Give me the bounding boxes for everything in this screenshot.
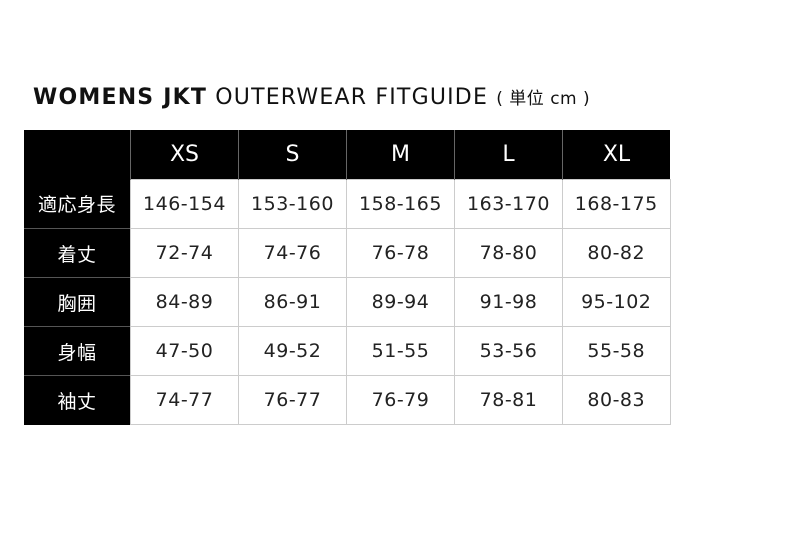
corner-cell bbox=[24, 130, 131, 180]
table-cell: 49-52 bbox=[238, 326, 347, 376]
table-cell: 158-165 bbox=[346, 179, 455, 229]
table-cell: 78-80 bbox=[454, 228, 563, 278]
table-cell: 53-56 bbox=[454, 326, 563, 376]
table-cell: 153-160 bbox=[238, 179, 347, 229]
table-cell: 72-74 bbox=[130, 228, 239, 278]
table-row: 身幅 47-50 49-52 51-55 53-56 55-58 bbox=[24, 326, 671, 376]
table-cell: 163-170 bbox=[454, 179, 563, 229]
table-cell: 55-58 bbox=[562, 326, 671, 376]
table-cell: 76-77 bbox=[238, 375, 347, 425]
page-title: WOMENS JKT OUTERWEAR FITGUIDE ( 単位 cm ) bbox=[33, 84, 590, 110]
row-label: 袖丈 bbox=[24, 375, 131, 425]
table-cell: 168-175 bbox=[562, 179, 671, 229]
table-cell: 95-102 bbox=[562, 277, 671, 327]
unit-note: ( 単位 cm ) bbox=[496, 89, 591, 109]
size-header-l: L bbox=[454, 130, 563, 180]
size-header-xs: XS bbox=[130, 130, 239, 180]
row-label: 適応身長 bbox=[24, 179, 131, 229]
title-light: OUTERWEAR FITGUIDE bbox=[215, 85, 489, 110]
table-cell: 84-89 bbox=[130, 277, 239, 327]
row-label: 着丈 bbox=[24, 228, 131, 278]
table-row: 胸囲 84-89 86-91 89-94 91-98 95-102 bbox=[24, 277, 671, 327]
table-row: 着丈 72-74 74-76 76-78 78-80 80-82 bbox=[24, 228, 671, 278]
row-label: 胸囲 bbox=[24, 277, 131, 327]
table-cell: 78-81 bbox=[454, 375, 563, 425]
table-cell: 86-91 bbox=[238, 277, 347, 327]
table-cell: 80-82 bbox=[562, 228, 671, 278]
table-cell: 89-94 bbox=[346, 277, 455, 327]
table-cell: 51-55 bbox=[346, 326, 455, 376]
size-chart-table: XS S M L XL 適応身長 146-154 153-160 158-165 163… bbox=[24, 130, 671, 425]
table-cell: 76-79 bbox=[346, 375, 455, 425]
size-header-xl: XL bbox=[562, 130, 670, 180]
table-cell: 91-98 bbox=[454, 277, 563, 327]
table-cell: 74-77 bbox=[130, 375, 239, 425]
title-bold: WOMENS JKT bbox=[33, 85, 208, 110]
size-header-m: M bbox=[346, 130, 455, 180]
table-row: 袖丈 74-77 76-77 76-79 78-81 80-83 bbox=[24, 375, 671, 425]
header-row: XS S M L XL bbox=[24, 130, 670, 180]
table-row: 適応身長 146-154 153-160 158-165 163-170 168-175 bbox=[24, 179, 671, 229]
table-cell: 47-50 bbox=[130, 326, 239, 376]
table-cell: 76-78 bbox=[346, 228, 455, 278]
row-label: 身幅 bbox=[24, 326, 131, 376]
table-cell: 74-76 bbox=[238, 228, 347, 278]
table-cell: 146-154 bbox=[130, 179, 239, 229]
size-header-s: S bbox=[238, 130, 347, 180]
table-cell: 80-83 bbox=[562, 375, 671, 425]
